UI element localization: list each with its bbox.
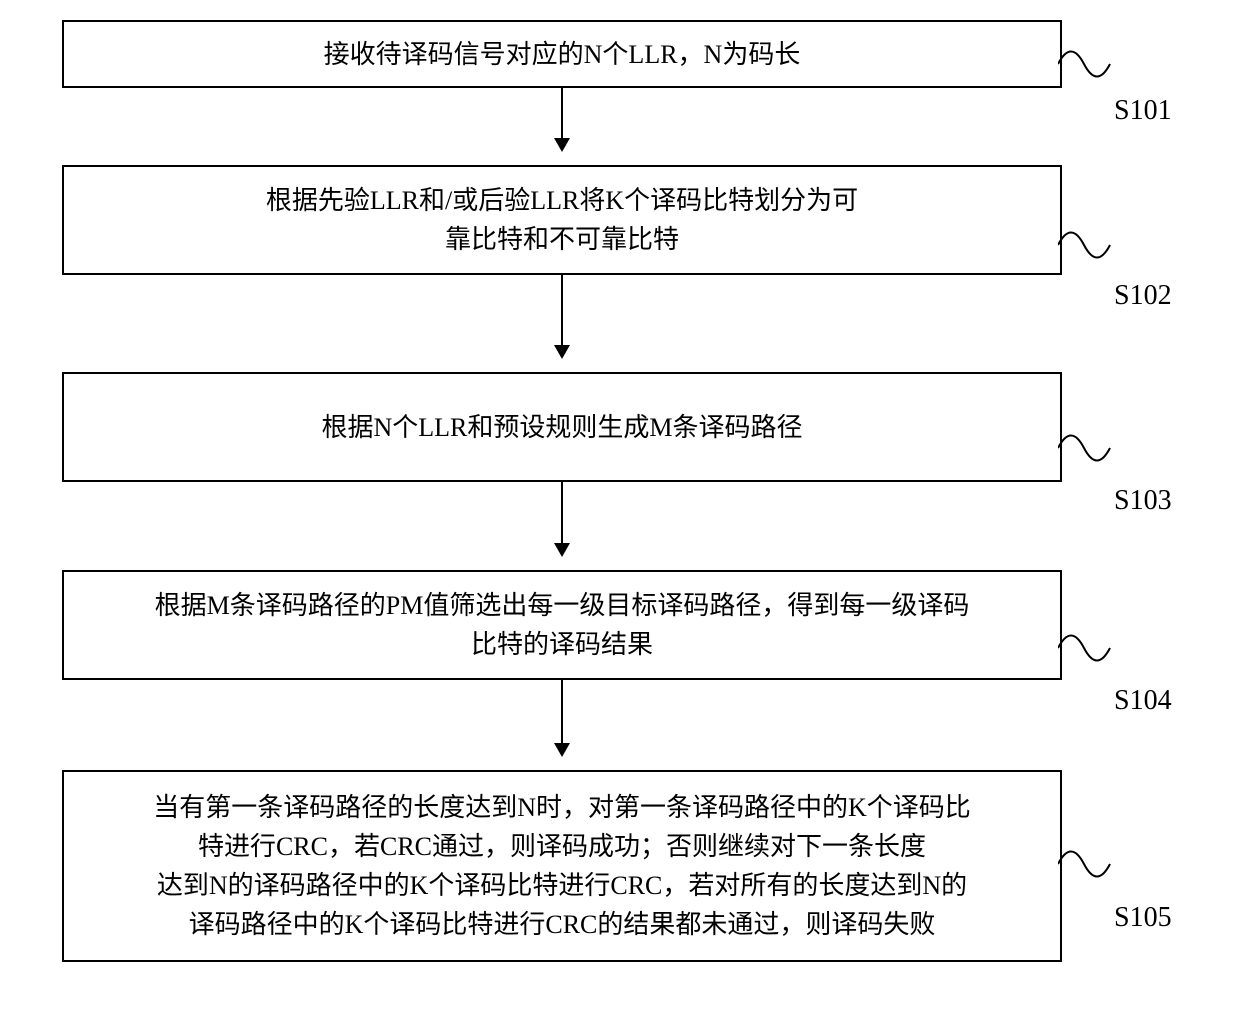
step-box-s104: 根据M条译码路径的PM值筛选出每一级目标译码路径，得到每一级译码比特的译码结果 xyxy=(62,570,1062,680)
arrow-1 xyxy=(561,88,563,150)
step-label-s102: S102 xyxy=(1114,280,1172,312)
step-text-s102: 根据先验LLR和/或后验LLR将K个译码比特划分为可靠比特和不可靠比特 xyxy=(266,181,858,259)
step-label-s103: S103 xyxy=(1114,485,1172,517)
wavy-connector-s101 xyxy=(1058,34,1112,94)
arrow-3 xyxy=(561,482,563,555)
step-text-s104: 根据M条译码路径的PM值筛选出每一级目标译码路径，得到每一级译码比特的译码结果 xyxy=(155,586,970,664)
wavy-connector-s102 xyxy=(1058,215,1112,275)
step-label-s104: S104 xyxy=(1114,685,1172,717)
wavy-connector-s105 xyxy=(1058,834,1112,894)
arrow-2 xyxy=(561,275,563,357)
arrow-4 xyxy=(561,680,563,755)
step-text-s101: 接收待译码信号对应的N个LLR，N为码长 xyxy=(324,35,801,74)
step-text-s105: 当有第一条译码路径的长度达到N时，对第一条译码路径中的K个译码比特进行CRC，若… xyxy=(153,788,971,944)
step-box-s101: 接收待译码信号对应的N个LLR，N为码长 xyxy=(62,20,1062,88)
wavy-connector-s103 xyxy=(1058,418,1112,478)
flowchart-container: 接收待译码信号对应的N个LLR，N为码长 S101 根据先验LLR和/或后验LL… xyxy=(0,0,1240,1011)
step-box-s105: 当有第一条译码路径的长度达到N时，对第一条译码路径中的K个译码比特进行CRC，若… xyxy=(62,770,1062,962)
step-text-s103: 根据N个LLR和预设规则生成M条译码路径 xyxy=(321,408,802,447)
step-label-s101: S101 xyxy=(1114,95,1172,127)
step-box-s102: 根据先验LLR和/或后验LLR将K个译码比特划分为可靠比特和不可靠比特 xyxy=(62,165,1062,275)
step-box-s103: 根据N个LLR和预设规则生成M条译码路径 xyxy=(62,372,1062,482)
step-label-s105: S105 xyxy=(1114,902,1172,934)
wavy-connector-s104 xyxy=(1058,618,1112,678)
